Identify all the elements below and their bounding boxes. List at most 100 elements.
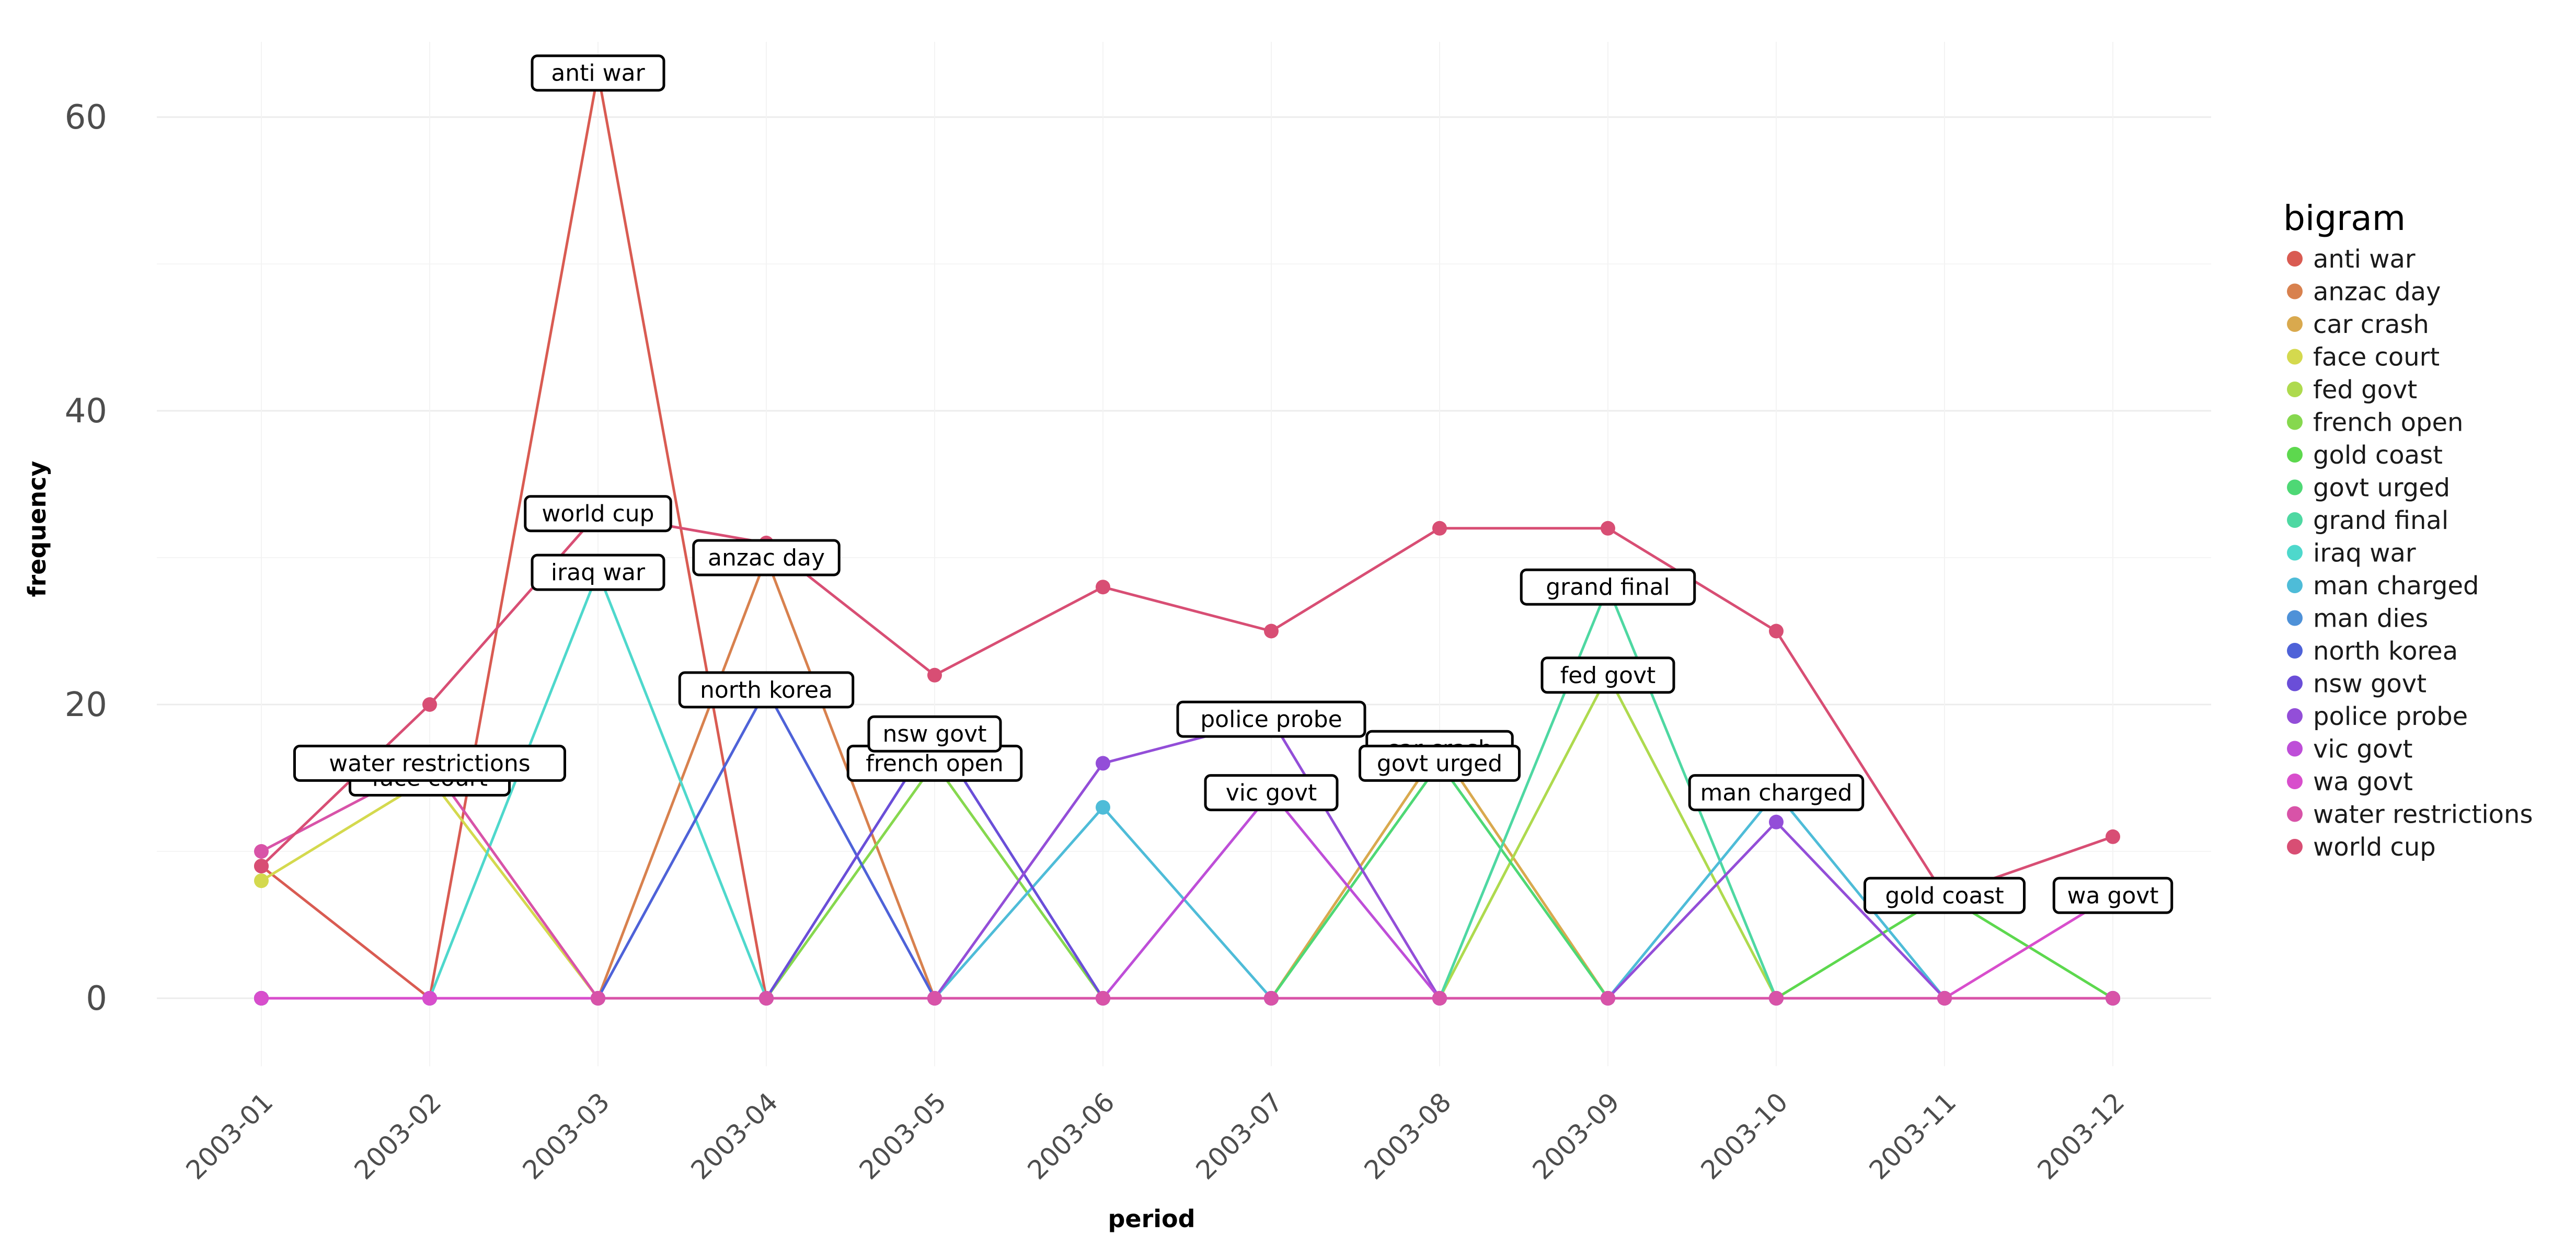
series-line-gold-coast [261,894,2114,1000]
x-tick-label: 2003-11 [1864,1087,1962,1185]
legend-swatch [2287,545,2303,561]
legend-item-wa-govt: wa govt [2287,767,2413,797]
annotation-govt-urged: govt urged [1359,744,1521,782]
x-tick-label: 2003-07 [1190,1087,1289,1185]
grid-layer [157,42,2211,1066]
data-point-water-restrictions [254,844,269,859]
series-line-vic-govt [261,791,2113,1000]
data-point-water-restrictions [1264,991,1279,1006]
legend-item-grand-final: grand final [2287,506,2448,535]
annotation-water-restrictions: water restrictions [293,744,566,782]
legend-label: car crash [2313,310,2429,339]
data-point-water-restrictions [591,991,605,1006]
annotation-text: iraq war [551,559,646,586]
annotation-text: fed govt [1560,662,1656,689]
data-point-water-restrictions [759,991,774,1006]
legend-label: fed govt [2313,375,2417,405]
legend-label: north korea [2313,637,2458,666]
annotation-text: french open [866,750,1003,777]
legend-swatch [2287,349,2303,365]
legend-swatch [2287,316,2303,332]
legend-swatch [2287,414,2303,430]
legend-label: police probe [2313,702,2468,731]
legend-item-water-restrictions: water restrictions [2287,800,2533,829]
legend-label: world cup [2313,833,2436,862]
x-tick-label: 2003-10 [1695,1087,1794,1185]
annotation-text: water restrictions [329,750,530,777]
annotation-box [1688,774,1865,812]
legend-items: anti war anzac day car crash face court fed … [2287,245,2533,862]
data-point-water-restrictions [1432,991,1447,1006]
annotation-box [867,715,1002,753]
legend-item-car-crash: car crash [2287,310,2429,339]
annotation-anzac-day: anzac day [692,539,841,576]
legend-label: anzac day [2313,278,2441,307]
legend-swatch [2287,479,2303,495]
annotation-box [2052,876,2174,914]
legend-label: man dies [2313,604,2428,633]
annotation-text: north korea [700,677,833,703]
legend-swatch [2287,708,2303,724]
legend-item-man-charged: man charged [2287,571,2479,601]
y-axis-title: frequency [23,461,51,597]
annotation-box [524,495,672,533]
legend-swatch [2287,806,2303,822]
x-tick-label: 2003-06 [1022,1087,1121,1185]
legend-label: nsw govt [2313,670,2426,699]
annotation-box [1176,700,1366,738]
legend-swatch [2287,578,2303,593]
legend-label: man charged [2313,571,2479,601]
y-tick-label: 20 [65,686,107,724]
data-point-world-cup [254,859,269,874]
annotation-grand-final: grand final [1520,568,1696,606]
data-point-world-cup [1432,521,1447,536]
annotation-iraq-war: iraq war [531,553,665,591]
annotation-text: vic govt [1226,780,1317,806]
legend-label: anti war [2313,245,2416,274]
annotation-nsw-govt: nsw govt [867,715,1002,753]
annotation-anti-war: anti war [531,54,665,92]
annotation-police-probe: police probe [1176,700,1366,738]
data-point-face-court [254,873,269,889]
annotation-north-korea: north korea [678,671,855,709]
legend-item-police-probe: police probe [2287,702,2468,731]
data-point-water-restrictions [2106,991,2120,1006]
legend-label: water restrictions [2313,800,2533,829]
legend-swatch [2287,512,2303,528]
x-tick-label: 2003-04 [685,1087,784,1185]
x-tick-label: 2003-12 [2032,1087,2131,1185]
data-point-world-cup [927,667,942,683]
legend-swatch [2287,839,2303,855]
legend-item-face-court: face court [2287,343,2440,372]
legend-item-vic-govt: vic govt [2287,735,2412,764]
annotation-text: govt urged [1377,750,1502,777]
annotation-man-charged: man charged [1688,774,1865,812]
data-point-man-charged [1096,800,1110,815]
series-lines [260,72,2114,1000]
legend-title: bigram [2283,198,2406,238]
x-tick-label: 2003-05 [854,1087,952,1185]
legend-item-anzac-day: anzac day [2287,278,2441,307]
legend-item-french-open: french open [2287,408,2463,437]
series-line-world-cup [260,512,2113,897]
legend-item-nsw-govt: nsw govt [2287,670,2426,699]
annotation-box [1204,774,1339,812]
legend-label: govt urged [2313,474,2450,503]
annotation-box [678,671,855,709]
legend-label: face court [2313,343,2440,372]
legend-swatch [2287,643,2303,659]
legend-swatch [2287,741,2303,757]
legend-swatch [2287,447,2303,463]
legend-label: iraq war [2313,539,2416,568]
data-point-water-restrictions [1601,991,1615,1006]
legend-item-world-cup: world cup [2287,833,2436,862]
annotation-box [531,553,665,591]
annotation-text: nsw govt [883,721,987,747]
x-tick-label: 2003-02 [349,1087,447,1185]
data-point-world-cup [1264,624,1279,639]
data-point-water-restrictions [927,991,942,1006]
legend-swatch [2287,774,2303,789]
annotation-text: wa govt [2067,882,2158,909]
